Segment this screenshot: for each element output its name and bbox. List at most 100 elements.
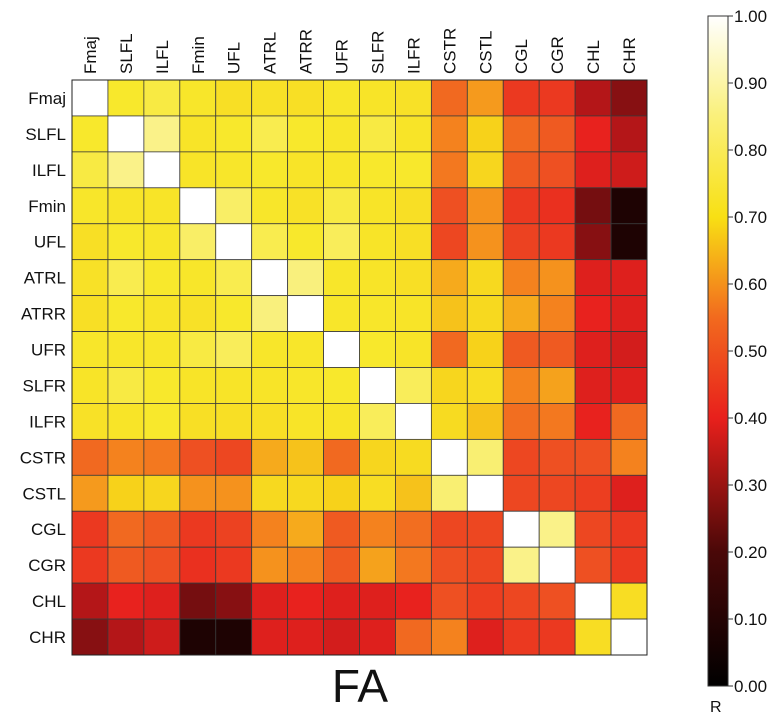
heatmap-cell-CHL-SLFR	[359, 582, 396, 620]
heatmap-cell-UFR-ATRR	[287, 331, 324, 368]
heatmap-cell-ATRL-UFR	[323, 259, 360, 297]
heatmap-cell-CGL-ATRL	[251, 510, 289, 548]
heatmap-cell-UFR-ILFL	[143, 331, 181, 368]
heatmap-cell-CGL-Fmaj	[71, 510, 109, 548]
heatmap-cell-UFL-UFR	[323, 223, 360, 261]
heatmap-cell-ATRR-ILFR	[395, 295, 432, 332]
heatmap-cell-SLFL-UFL	[215, 115, 253, 153]
heatmap-cell-Fmin-ATRL	[251, 187, 289, 225]
heatmap-cell-SLFL-CGL	[502, 115, 540, 153]
heatmap-cell-Fmaj-ILFR	[395, 79, 432, 117]
heatmap-cell-CHL-UFR	[323, 582, 360, 620]
colorbar-ticks: 1.00 0.90 0.80 0.70 0.60 0.50 0.40 0.30 0.20 0.10…	[728, 7, 767, 696]
heatmap-cell-UFL-CGR	[538, 223, 576, 261]
row-label-ATRR: ATRR	[21, 305, 66, 324]
heatmap-cell-ATRL-SLFR	[359, 259, 396, 297]
heatmap-cell-ILFR-CGL	[502, 403, 540, 440]
heatmap-cell-ATRL-SLFL	[107, 259, 145, 297]
heatmap-cell-ATRL-UFL	[215, 259, 253, 297]
heatmap-cell-Fmin-SLFL	[107, 187, 145, 225]
heatmap-cell-Fmaj-CGL	[502, 79, 540, 117]
column-label-Fmin: Fmin	[189, 36, 208, 74]
heatmap-cell-CSTR-ATRL	[251, 438, 289, 476]
heatmap-cell-CHR-CGR	[538, 618, 576, 656]
heatmap-cell-CSTR-CSTL	[466, 438, 504, 476]
colorbar-tick-label: 0.50	[734, 342, 767, 361]
column-label-ILFR: ILFR	[404, 37, 423, 74]
heatmap-cell-CSTR-SLFL	[107, 438, 145, 476]
heatmap-cell-ILFR-ILFR	[395, 403, 432, 440]
column-label-ATRR: ATRR	[297, 29, 316, 74]
colorbar-gradient	[707, 15, 729, 687]
heatmap-cell-UFR-CGL	[502, 331, 540, 368]
heatmap-cell-SLFR-CSTR	[430, 367, 468, 404]
heatmap-cell-ATRL-CSTR	[430, 259, 468, 297]
heatmap-cell-ILFR-Fmaj	[71, 403, 109, 440]
heatmap-cell-ILFL-Fmin	[179, 151, 217, 189]
heatmap-cell-CSTR-CHL	[574, 438, 612, 476]
heatmap-cell-ILFL-CGL	[502, 151, 540, 189]
heatmap-cell-SLFL-Fmin	[179, 115, 217, 153]
heatmap-cell-ATRL-CHR	[610, 259, 648, 297]
heatmap-cell-UFL-ILFR	[395, 223, 432, 261]
heatmap-cell-ATRR-UFR	[323, 295, 360, 332]
heatmap-cell-Fmin-CHR	[610, 187, 648, 225]
heatmap-cell-CGR-ATRR	[287, 546, 324, 584]
heatmap-cell-Fmaj-ATRL	[251, 79, 289, 117]
row-labels: Fmaj SLFL ILFL Fmin UFL ATRL ATRR UFR SLFR ILFR CS…	[20, 89, 66, 647]
row-label-ILFL: ILFL	[32, 161, 66, 180]
heatmap-cell-ILFL-CSTR	[430, 151, 468, 189]
heatmap-cell-UFL-ILFL	[143, 223, 181, 261]
heatmap-cell-CHR-Fmin	[179, 618, 217, 656]
heatmap-cell-UFL-CGL	[502, 223, 540, 261]
column-labels: Fmaj SLFL ILFL Fmin UFL ATRL ATRR UFR SLFR ILFR CS…	[81, 28, 639, 74]
chart-title: FA	[332, 660, 389, 712]
heatmap-cell-SLFR-Fmaj	[71, 367, 109, 404]
heatmap-cell-UFR-UFL	[215, 331, 253, 368]
heatmap-cell-UFL-CSTL	[466, 223, 504, 261]
heatmap-cell-Fmin-Fmin	[179, 187, 217, 225]
heatmap-cell-CSTL-CGL	[502, 474, 540, 512]
heatmap-cell-ATRR-CGR	[538, 295, 576, 332]
heatmap-cell-CSTL-UFR	[323, 474, 360, 512]
heatmap-cell-Fmin-SLFR	[359, 187, 396, 225]
heatmap-cell-SLFR-CGR	[538, 367, 576, 404]
row-label-SLFL: SLFL	[25, 125, 66, 144]
heatmap-cell-CGR-CHL	[574, 546, 612, 584]
heatmap-cell-CSTR-ILFR	[395, 438, 432, 476]
heatmap-cell-CHL-CGR	[538, 582, 576, 620]
heatmap-cell-CSTR-CGR	[538, 438, 576, 476]
heatmap-cell-Fmaj-SLFR	[359, 79, 396, 117]
row-label-UFR: UFR	[31, 341, 66, 360]
heatmap-cell-ILFL-CGR	[538, 151, 576, 189]
heatmap-cell-ATRR-CSTR	[430, 295, 468, 332]
heatmap-cell-ILFL-UFR	[323, 151, 360, 189]
heatmap-cell-SLFL-CHL	[574, 115, 612, 153]
heatmap-cell-CHL-ATRR	[287, 582, 324, 620]
heatmap-cell-CGL-SLFL	[107, 510, 145, 548]
row-label-SLFR: SLFR	[23, 376, 66, 395]
heatmap-cell-CSTR-UFL	[215, 438, 253, 476]
heatmap-cell-CHR-CGL	[502, 618, 540, 656]
heatmap-cell-Fmin-Fmaj	[71, 187, 109, 225]
heatmap-cell-CGL-CHL	[574, 510, 612, 548]
heatmap-cell-UFL-CHR	[610, 223, 648, 261]
heatmap-cell-SLFL-ILFL	[143, 115, 181, 153]
heatmap-cell-CHL-CHR	[610, 582, 648, 620]
heatmap-cell-ATRR-ILFL	[143, 295, 181, 332]
heatmap-cell-UFR-ILFR	[395, 331, 432, 368]
heatmap-cell-ATRR-CSTL	[466, 295, 504, 332]
heatmap-cell-CHR-ATRR	[287, 618, 324, 656]
heatmap-cell-ILFR-CHL	[574, 403, 612, 440]
heatmap-cell-Fmaj-CHR	[610, 79, 648, 117]
heatmap-cell-ILFL-SLFR	[359, 151, 396, 189]
heatmap-cell-CGR-ILFR	[395, 546, 432, 584]
column-label-ILFL: ILFL	[153, 40, 172, 74]
heatmap-cell-ATRL-Fmin	[179, 259, 217, 297]
heatmap-cell-UFR-SLFR	[359, 331, 396, 368]
heatmap-cell-SLFR-SLFL	[107, 367, 145, 404]
heatmap-cell-ATRL-CHL	[574, 259, 612, 297]
heatmap-cell-CSTR-CSTR	[430, 438, 468, 476]
row-label-Fmaj: Fmaj	[28, 89, 66, 108]
